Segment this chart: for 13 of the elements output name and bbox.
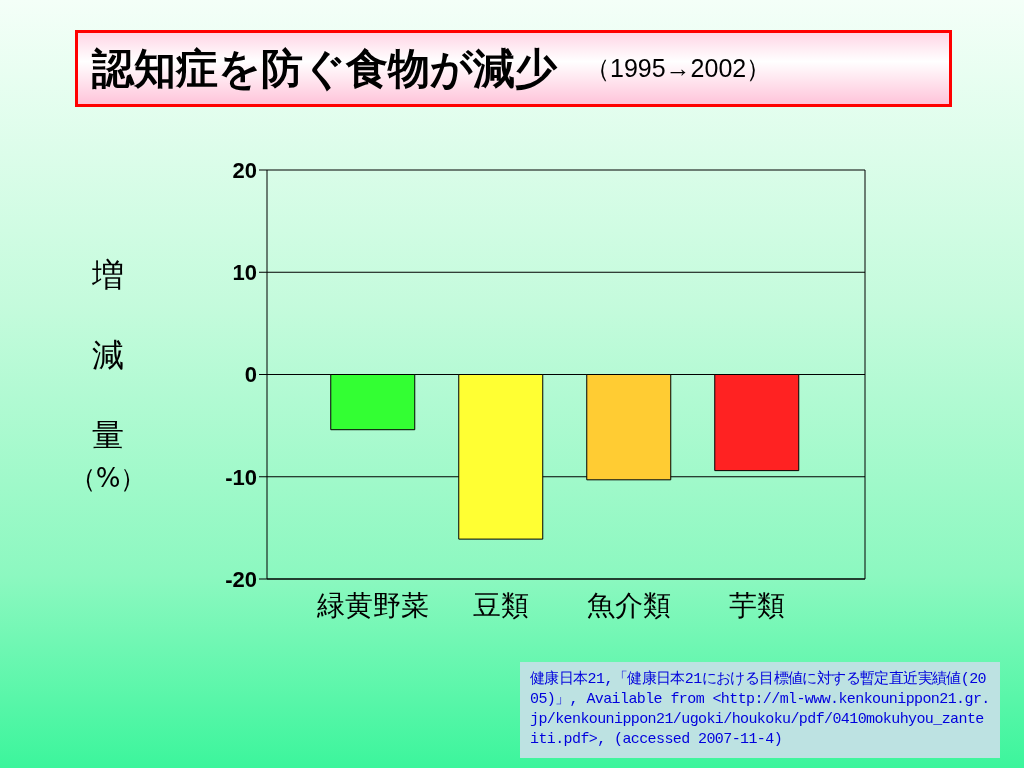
- x-tick-label: 芋類: [729, 588, 785, 622]
- text: 健康日本21,「健康日本21における目標値に対する暫定直近実績値(2005)」, Available from <http://ml-www.kenkounippon21.gr.jp/kenkounippon21/ugoki/houkoku/pdf/0410mokuhyou_zanteiti.pdf>, (accessed 2007-11-4): [530, 671, 990, 748]
- x-tick-label: 緑黄野菜: [316, 588, 429, 622]
- y-tick-label: -10: [225, 464, 257, 490]
- y-tick-label: -20: [225, 566, 257, 592]
- x-tick-label: 魚介類: [587, 588, 671, 622]
- chart-subtitle: （1995→2002）: [585, 53, 772, 84]
- y-tick-label: 20: [232, 157, 257, 183]
- text: 増減量（%）: [69, 256, 147, 493]
- x-tick-label: 豆類: [473, 588, 529, 622]
- y-tick-label: 0: [244, 362, 257, 388]
- chart-title: 認知症を防ぐ食物が減少: [92, 42, 557, 95]
- y-tick-label: 10: [232, 260, 257, 286]
